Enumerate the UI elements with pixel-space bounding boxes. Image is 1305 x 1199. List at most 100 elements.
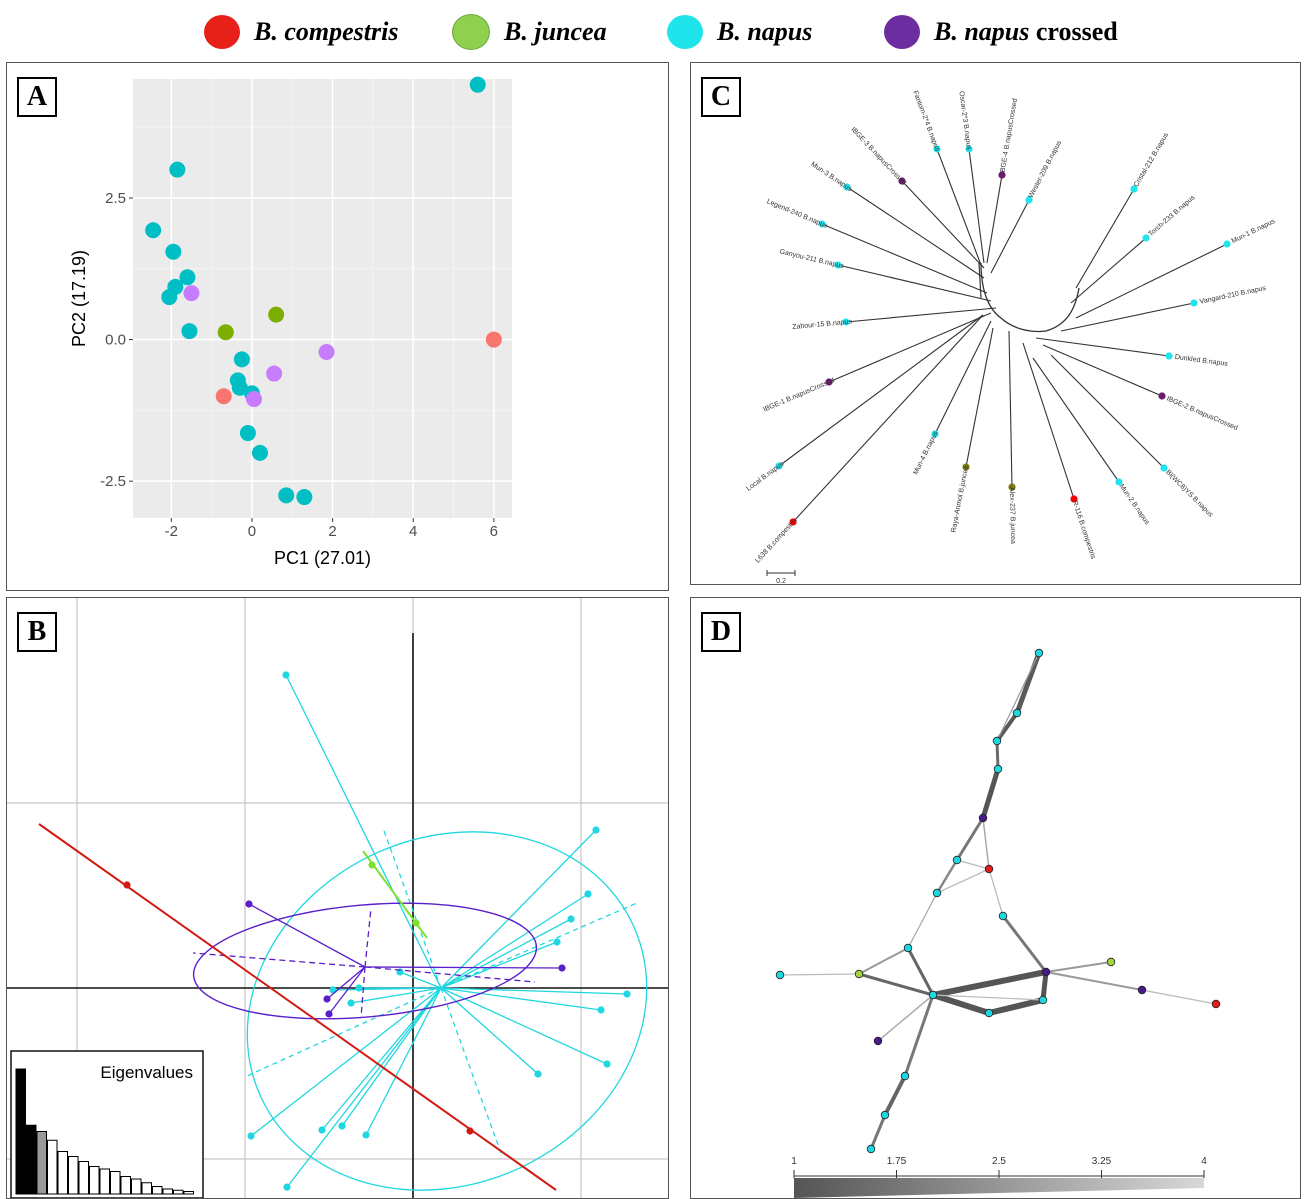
tree-branch xyxy=(821,223,988,294)
link-line xyxy=(440,987,602,1011)
tip-label: Mun-4 B.napus xyxy=(912,430,940,476)
tip-point xyxy=(843,183,851,191)
data-point xyxy=(469,76,486,93)
network-node xyxy=(1137,985,1147,995)
tip-point xyxy=(1070,495,1078,503)
legend-swatch xyxy=(204,15,240,49)
axis-dashed xyxy=(364,966,536,983)
eigen-bar xyxy=(15,1068,26,1195)
legend-item-napus-crossed: B. napus crossed xyxy=(884,10,1118,54)
data-point xyxy=(347,999,355,1007)
scale-tick-label: 2.5 xyxy=(992,1156,1006,1167)
link-line xyxy=(248,903,366,968)
network-edge xyxy=(858,947,909,975)
data-point xyxy=(245,391,262,408)
tip-point xyxy=(1223,240,1231,248)
data-point xyxy=(323,995,331,1003)
network-edge xyxy=(980,768,1001,819)
link-line xyxy=(364,966,563,969)
tree-branch xyxy=(936,148,982,266)
data-point xyxy=(623,990,631,998)
data-point xyxy=(318,1126,326,1134)
network-edge xyxy=(955,817,985,861)
tip-point xyxy=(1160,464,1168,472)
eigen-bar xyxy=(99,1168,110,1195)
tip-label: IBGE-2 B.napusCrossed xyxy=(1165,395,1238,432)
tip-label: Raya-Anmol B.juncea xyxy=(950,465,970,533)
network-edge xyxy=(1040,971,1049,1001)
network-node xyxy=(873,1036,883,1046)
tip-point xyxy=(1115,478,1123,486)
tip-point xyxy=(965,145,973,153)
data-point xyxy=(553,938,561,946)
tree-branch xyxy=(1075,243,1228,319)
eigen-bar xyxy=(47,1139,58,1195)
y-tick-label: -2.5 xyxy=(100,473,126,490)
legend-swatch xyxy=(667,15,703,49)
eigen-bar xyxy=(152,1186,163,1195)
scale-gradient xyxy=(794,1178,1204,1198)
data-point xyxy=(247,1132,255,1140)
tree-branch xyxy=(968,148,985,264)
network-edge xyxy=(883,1075,907,1116)
network-edge xyxy=(858,972,934,997)
link-line xyxy=(440,893,589,989)
network-node xyxy=(1012,708,1022,718)
data-point xyxy=(485,331,502,348)
tree-branch xyxy=(1032,357,1120,483)
tip-label: Cristal-212 B.napus xyxy=(1133,131,1170,188)
tree-branch xyxy=(901,180,985,269)
data-point xyxy=(123,881,131,889)
data-point xyxy=(165,243,182,260)
tip-label: Mun-2 B.napus xyxy=(1118,483,1151,526)
data-point xyxy=(584,890,592,898)
tip-point xyxy=(931,430,939,438)
tree-branch xyxy=(965,327,994,468)
x-axis-label: PC1 (27.01) xyxy=(274,548,371,568)
panel-label: D xyxy=(701,612,741,652)
data-point xyxy=(181,323,198,340)
y-tick-label: 2.5 xyxy=(105,190,126,207)
data-point xyxy=(239,425,256,442)
tree-backbone xyxy=(980,262,1080,333)
network-node xyxy=(900,1071,910,1081)
data-point xyxy=(145,222,162,239)
legend-label: B. napus crossed xyxy=(934,17,1118,46)
tree-branch xyxy=(837,264,992,302)
data-point xyxy=(252,444,269,461)
data-point xyxy=(231,379,248,396)
network-edge xyxy=(1141,989,1217,1005)
data-point xyxy=(217,324,234,341)
axis-dashed xyxy=(192,952,366,968)
network-edge xyxy=(1014,652,1042,714)
scale-bar-label: 0.2 xyxy=(776,578,786,584)
network-node xyxy=(775,970,785,980)
tree-branch xyxy=(846,186,985,279)
network-node xyxy=(984,864,994,874)
tip-label: Fantom-2*4 B.napus xyxy=(911,90,941,153)
link-line xyxy=(328,966,366,1015)
tip-label: Alex-237 B.juncea xyxy=(1008,487,1016,544)
group-ellipse xyxy=(246,831,648,1191)
tip-point xyxy=(1130,185,1138,193)
link-line xyxy=(250,987,442,1137)
tip-label: Legend-240 B.napus xyxy=(766,198,829,230)
tip-label: Dunkled B.napus xyxy=(1174,354,1228,368)
network-edge xyxy=(932,992,990,1016)
panel-b: B Eigenvalues xyxy=(6,597,669,1199)
data-point xyxy=(318,344,335,361)
network-node xyxy=(984,1008,994,1018)
data-point xyxy=(169,161,186,178)
tip-point xyxy=(789,518,797,526)
tip-label: Torch-233 B.napus xyxy=(1147,194,1196,238)
y-axis-label: PC2 (17.19) xyxy=(69,250,89,347)
legend-label: B. compestris xyxy=(254,17,399,46)
tip-point xyxy=(825,378,833,386)
legend-item-compestris: B. compestris xyxy=(204,10,398,54)
eigen-bar xyxy=(162,1188,173,1195)
data-point xyxy=(183,285,200,302)
tip-point xyxy=(1008,483,1016,491)
network-edge xyxy=(1045,961,1112,973)
network-node xyxy=(880,1110,890,1120)
eigen-bar xyxy=(36,1131,47,1195)
